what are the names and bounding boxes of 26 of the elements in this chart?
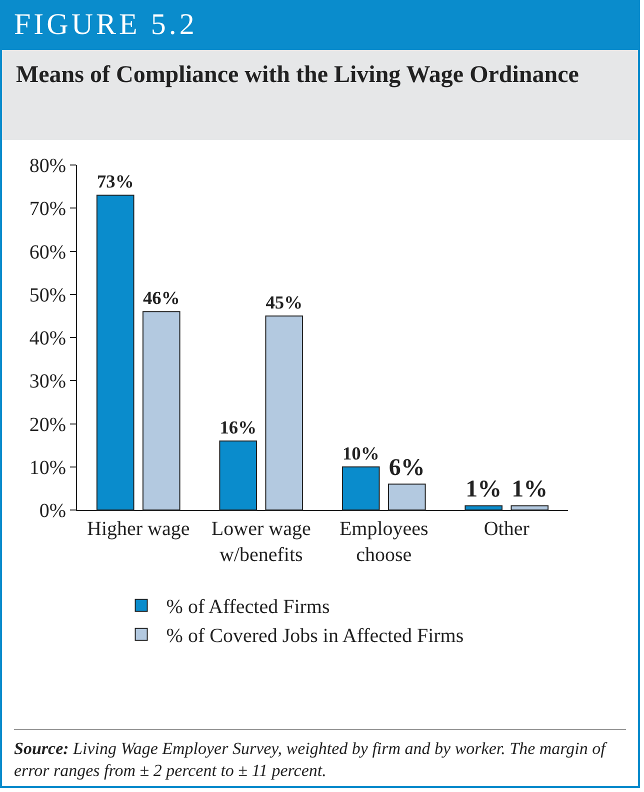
x-tick-label: Lower wage w/benefits	[211, 518, 311, 566]
y-tick-label: 10%	[29, 456, 66, 479]
legend-label: % of Covered Jobs in Affected Firms	[166, 625, 464, 648]
x-tick-label: Other	[484, 518, 530, 540]
y-tick-label: 50%	[29, 284, 66, 306]
source-note: Source: Living Wage Employer Survey, weighted by firm and by worker. The margin of error ranges from ± 2 percent to ± 11 percent.	[14, 739, 606, 780]
data-label: 6%	[388, 455, 425, 482]
data-label: 45%	[266, 292, 303, 312]
y-tick-label: 0%	[39, 500, 66, 522]
y-tick-label: 80%	[29, 155, 66, 177]
data-label: 73%	[96, 172, 134, 192]
x-tick-label: Higher wage	[87, 518, 190, 540]
y-tick-label: 70%	[29, 198, 66, 220]
data-label: 1%	[466, 476, 502, 503]
y-tick-label: 60%	[29, 241, 66, 264]
y-tick-label: 30%	[29, 370, 66, 393]
chart-title: FIGURE 5.2	[2, 2, 638, 50]
data-label: 1%	[512, 476, 548, 503]
data-label: 46%	[142, 288, 180, 308]
legend-label: % of Affected Firms	[166, 596, 330, 618]
x-tick-label: Employees choose	[339, 518, 429, 566]
y-tick-label: 20%	[29, 414, 66, 436]
chart-subtitle: Means of Compliance with the Living Wage Ordinance	[2, 50, 638, 140]
data-label: 16%	[220, 417, 257, 438]
data-label: 10%	[342, 443, 380, 464]
y-tick-label: 40%	[29, 328, 66, 350]
